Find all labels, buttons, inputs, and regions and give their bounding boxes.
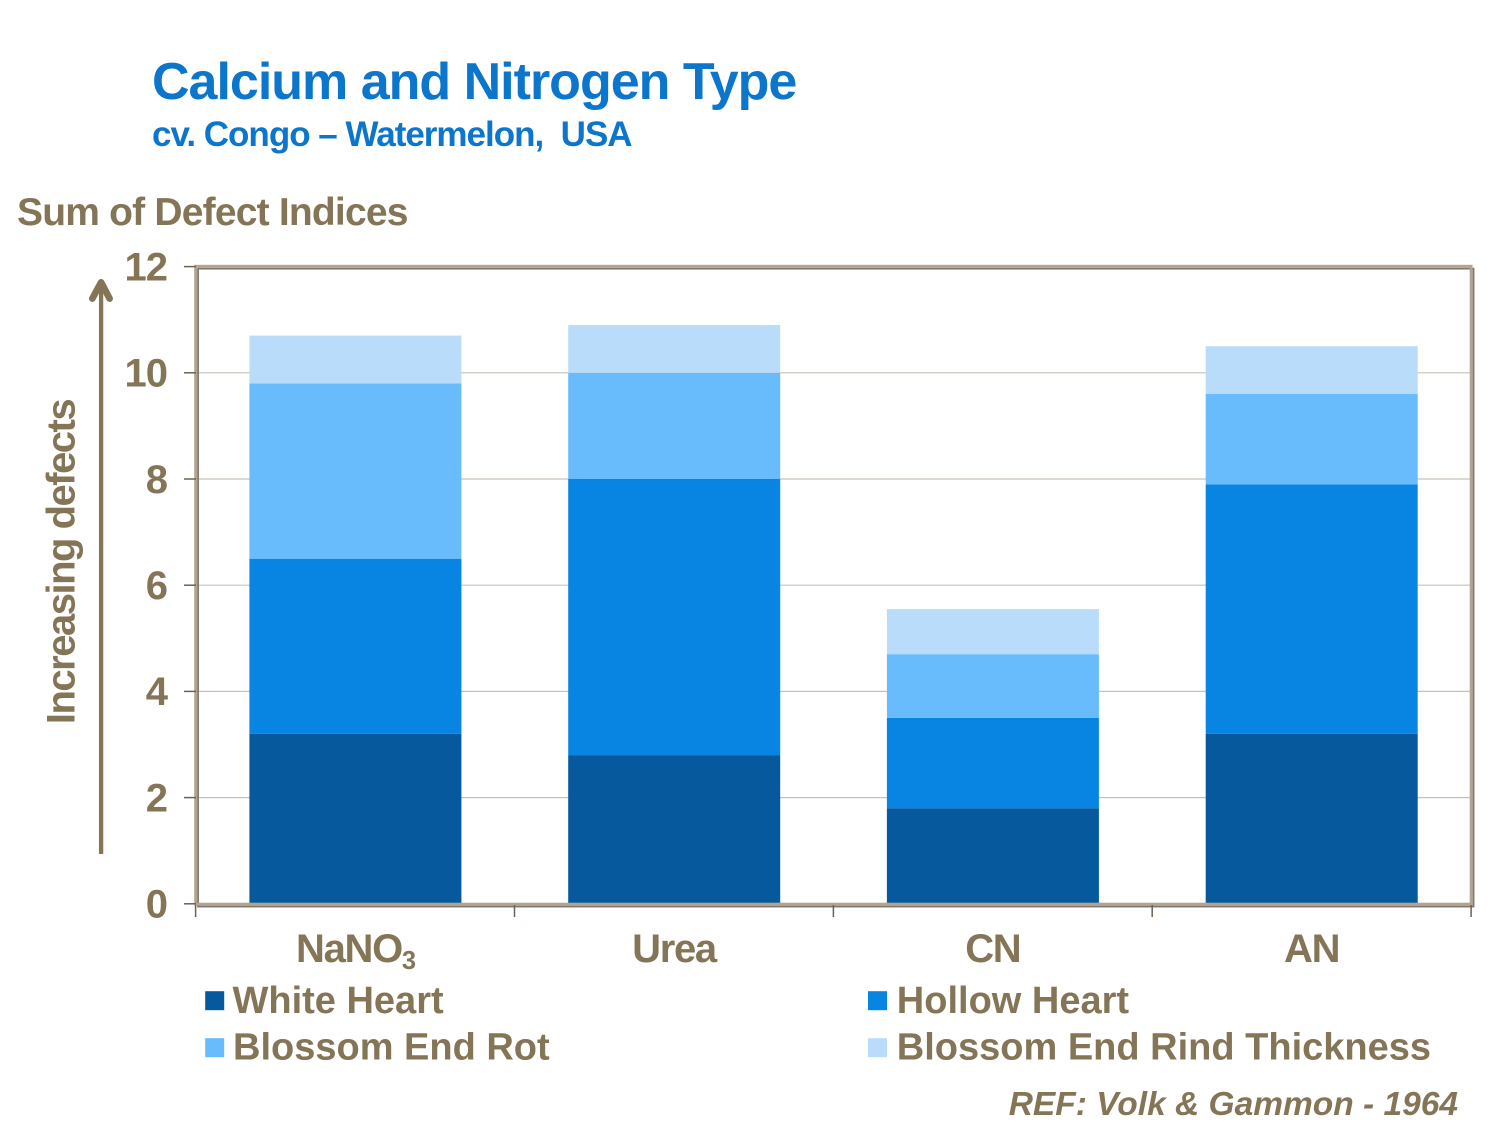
svg-text:CN: CN [965,927,1020,971]
svg-text:12: 12 [125,245,168,289]
svg-text:8: 8 [146,458,168,502]
svg-text:4: 4 [146,670,169,714]
svg-text:AN: AN [1284,927,1339,971]
svg-text:NaNO3: NaNO3 [296,927,416,975]
svg-text:Blossom End Rot: Blossom End Rot [233,1027,550,1069]
svg-text:2: 2 [146,776,167,820]
svg-text:Urea: Urea [632,927,718,971]
svg-text:White Heart: White Heart [233,980,444,1022]
svg-text:REF: Volk & Gammon - 1964: REF: Volk & Gammon - 1964 [1009,1086,1459,1123]
svg-text:Blossom End Rind Thickness: Blossom End Rind Thickness [897,1027,1431,1069]
svg-text:0: 0 [146,883,167,927]
svg-text:Hollow Heart: Hollow Heart [897,980,1130,1022]
svg-text:10: 10 [125,352,168,396]
svg-text:Sum of Defect Indices: Sum of Defect Indices [17,191,408,234]
svg-text:Increasing defects: Increasing defects [40,400,84,725]
svg-text:6: 6 [146,564,167,608]
svg-text:cv. Congo – Watermelon, USA: cv. Congo – Watermelon, USA [152,115,632,154]
svg-text:Calcium and Nitrogen Type: Calcium and Nitrogen Type [152,53,796,111]
